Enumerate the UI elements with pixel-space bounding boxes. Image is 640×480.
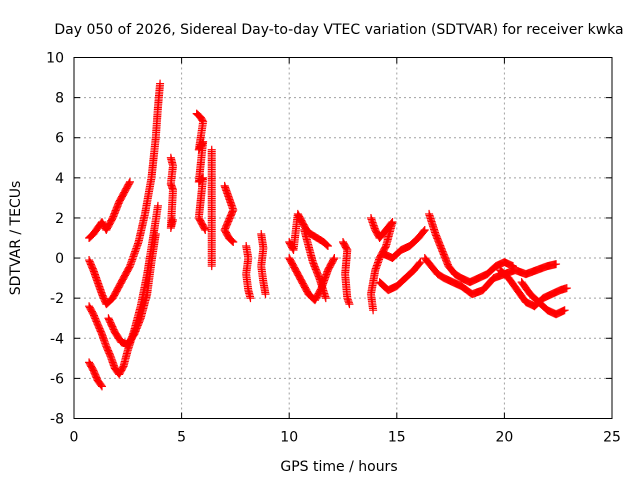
x-tick-label: 5: [177, 430, 186, 446]
x-tick-label: 0: [70, 430, 79, 446]
data-point: [420, 225, 429, 234]
data-point: [552, 260, 561, 269]
y-tick-label: -8: [50, 412, 64, 428]
series-track-4: [85, 358, 106, 391]
y-tick-labels: -8 -6 -4 -2 0 2 4 6 8 10: [46, 51, 64, 428]
x-tick-label: 20: [495, 430, 513, 446]
x-tick-label: 10: [280, 430, 298, 446]
data-point: [125, 179, 134, 188]
data-point: [345, 300, 354, 309]
chart-title: Day 050 of 2026, Sidereal Day-to-day VTE…: [54, 22, 623, 38]
data-point: [97, 381, 106, 390]
y-tick-label: 10: [46, 51, 64, 67]
data-point: [261, 290, 270, 299]
series-track-14: [300, 225, 330, 303]
x-tick-label: 15: [388, 430, 406, 446]
x-tick-label: 25: [603, 430, 621, 446]
data-point: [125, 177, 134, 186]
data-point: [168, 215, 177, 224]
data-point: [151, 229, 160, 238]
series-track-2: [85, 79, 165, 309]
y-tick-label: 2: [55, 211, 64, 227]
y-tick-label: 4: [55, 171, 64, 187]
y-tick-label: 6: [55, 131, 64, 147]
data-point: [329, 255, 338, 264]
grid-lines: [74, 57, 612, 419]
y-tick-label: -4: [50, 331, 64, 347]
series-track-15: [339, 238, 354, 309]
series-track-16: [366, 213, 397, 315]
y-axis-label: SDTVAR / TECUs: [8, 181, 24, 296]
data-point: [200, 224, 209, 233]
data-point: [321, 294, 330, 303]
data-point: [562, 284, 571, 293]
data-point: [415, 259, 424, 268]
series-track-12: [285, 209, 332, 255]
data-point: [416, 258, 425, 267]
series-track-9: [220, 181, 238, 247]
series-track-22: [517, 278, 569, 319]
y-tick-label: 0: [55, 251, 64, 267]
series-track-18: [379, 225, 429, 263]
series-track-1: [85, 177, 134, 242]
series-track-7: [192, 109, 210, 234]
data-point: [228, 237, 237, 246]
data-point: [97, 382, 106, 391]
series-track-11: [257, 229, 270, 299]
series-track-8: [207, 145, 216, 271]
plot-frame: [73, 57, 613, 419]
x-tick-labels: 0 5 10 15 20 25: [70, 430, 621, 446]
series-track-6: [166, 153, 177, 232]
data-point: [323, 242, 332, 251]
series-track-5: [104, 229, 160, 349]
data-point: [322, 240, 331, 249]
data-point: [419, 227, 428, 236]
x-axis-label: GPS time / hours: [280, 459, 397, 475]
data-point: [323, 241, 332, 250]
series-track-20: [420, 254, 561, 299]
y-tick-label: -6: [50, 371, 64, 387]
y-tick-label: 8: [55, 91, 64, 107]
axis-ticks: [73, 57, 613, 419]
series-track-10: [242, 242, 255, 303]
data-points: [85, 79, 571, 391]
data-point: [156, 79, 165, 88]
series-track-17: [375, 258, 425, 295]
data-point: [207, 262, 216, 271]
data-point: [560, 306, 569, 315]
data-point: [229, 238, 238, 247]
data-point: [369, 306, 378, 315]
data-point: [153, 201, 162, 210]
data-point: [246, 294, 255, 303]
data-point: [330, 254, 339, 263]
y-tick-label: -2: [50, 291, 64, 307]
data-point: [227, 236, 236, 245]
